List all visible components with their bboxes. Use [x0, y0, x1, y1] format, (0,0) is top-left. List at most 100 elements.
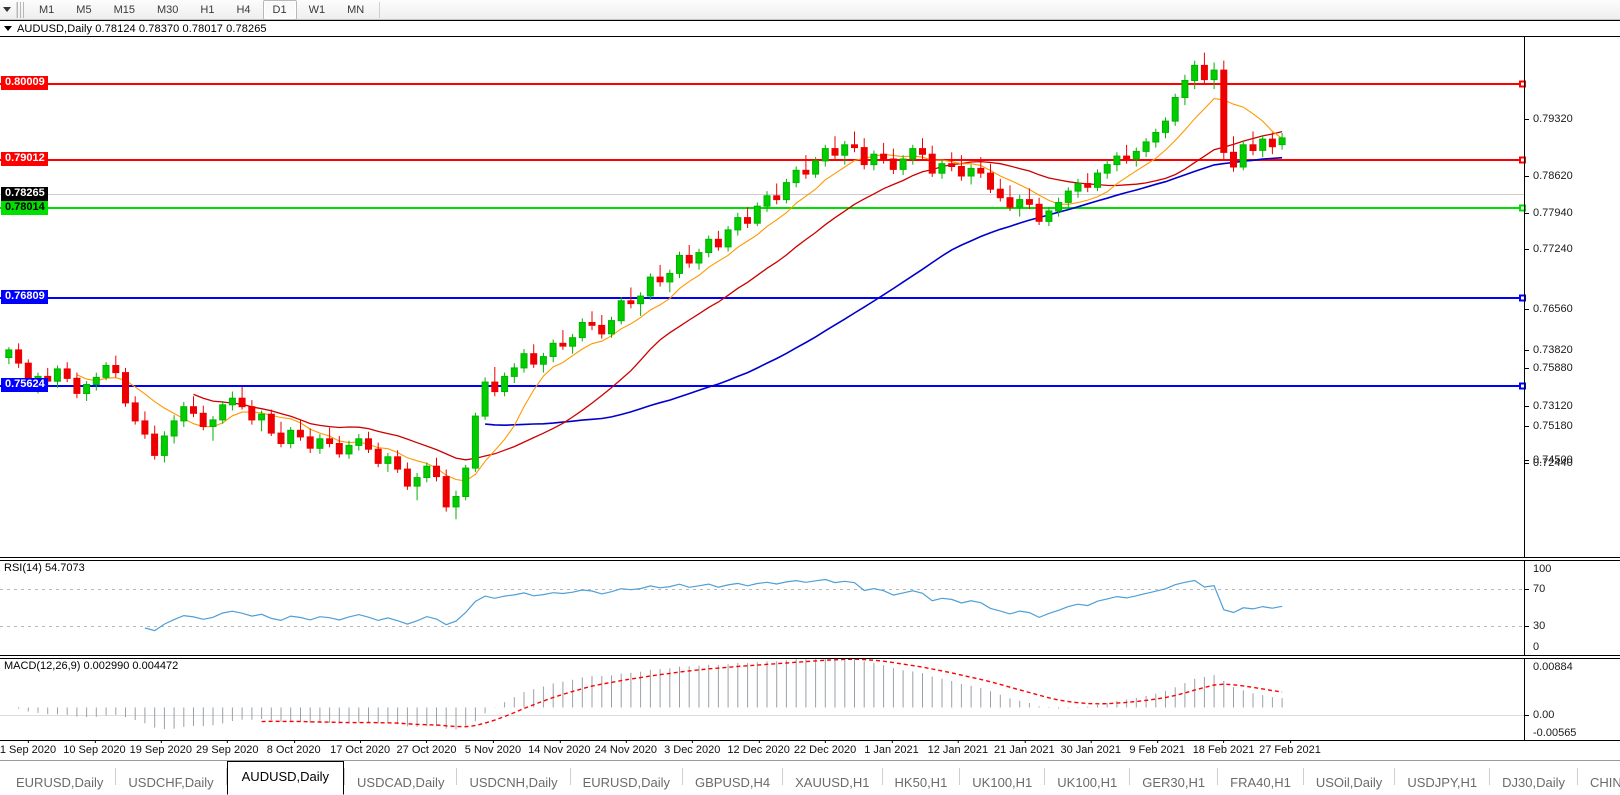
price-tick: 0.74500 [1525, 454, 1573, 466]
macd-zero-line [0, 715, 1525, 716]
timeframe-m15[interactable]: M15 [113, 3, 135, 16]
chart-tab-usdchfdaily[interactable]: USDCHF,Daily [128, 775, 214, 790]
date-tick-label: 12 Jan 2021 [927, 740, 989, 756]
timeframe-m1[interactable]: M1 [39, 3, 55, 16]
chart-tab-xauusdh1[interactable]: XAUUSD,H1 [795, 775, 870, 790]
price-tag-resistance-1[interactable]: 0.80009 [1, 76, 48, 90]
chart-tab-usdcnhdaily[interactable]: USDCNH,Daily [469, 775, 558, 790]
line-handle[interactable] [1519, 382, 1526, 390]
date-axis: 1 Sep 2020 10 Sep 2020 19 Sep 2020 29 Sep 2… [0, 740, 1620, 761]
chart-tab-uk100h1[interactable]: UK100,H1 [1057, 775, 1118, 790]
price-scale-lower[interactable]: 0.73820 0.73120 0.72440 [1525, 37, 1620, 557]
tab-separator [569, 768, 571, 785]
tab-separator [1394, 768, 1396, 785]
top-toolbar: M1 M5 M15 M30 H1 H4 D1 W1 MN [0, 0, 1620, 20]
price-tag-support-1[interactable]: 0.76809 [1, 290, 48, 304]
toolbar-overflow-button[interactable] [0, 0, 14, 20]
chart-tab-fra40h1[interactable]: FRA40,H1 [1230, 775, 1291, 790]
chart-tab-uk100h1[interactable]: UK100,H1 [972, 775, 1033, 790]
chart-tab-usoildaily[interactable]: USOil,Daily [1315, 775, 1383, 790]
price-tick: 0.77240 [1525, 243, 1573, 255]
date-tick-label: 18 Feb 2021 [1192, 740, 1255, 756]
macd-tick: 0.00884 [1533, 661, 1573, 673]
resistance-line-079012[interactable] [0, 156, 1526, 164]
chart-tab-eurusddaily[interactable]: EURUSD,Daily [16, 775, 104, 790]
date-tick-label: 12 Dec 2020 [727, 740, 790, 756]
line-handle[interactable] [1519, 294, 1526, 302]
chart-tab-china300h1[interactable]: CHINA300,H1 [1590, 775, 1620, 790]
date-tick-label: 9 Feb 2021 [1129, 740, 1185, 756]
date-tick-label: 27 Feb 2021 [1259, 740, 1321, 756]
timeframe-m5[interactable]: M5 [76, 3, 92, 16]
line-handle[interactable] [1519, 204, 1526, 212]
chart-tab-eurusddaily[interactable]: EURUSD,Daily [582, 775, 670, 790]
timeframe-h1[interactable]: H1 [200, 3, 215, 16]
last-price-line [0, 194, 1525, 195]
tab-separator [1129, 768, 1131, 785]
toolbar-drag-handle[interactable] [16, 1, 25, 18]
tab-separator [681, 768, 683, 785]
timeframe-w1[interactable]: W1 [308, 3, 326, 16]
rsi-pane[interactable]: RSI(14) 54.7073 100 70 30 0 [0, 560, 1620, 656]
chart-tab-dj30daily[interactable]: DJ30,Daily [1502, 775, 1566, 790]
chart-symbol-ohlc-label: AUDUSD,Daily 0.78124 0.78370 0.78017 0.7… [17, 22, 267, 35]
macd-scale: 0.00884 0.00 -0.00565 [1525, 659, 1620, 740]
macd-plot [18, 659, 1283, 730]
candlestick-plot [5, 52, 1286, 520]
price-pane[interactable]: 0.79320 0.78620 0.77940 0.77240 0.76560 … [0, 36, 1620, 558]
price-tag-current[interactable]: 0.78014 [1, 201, 48, 215]
tab-separator [1217, 768, 1219, 785]
price-scale[interactable]: 0.79320 0.78620 0.77940 0.77240 0.76560 … [1525, 37, 1620, 557]
price-tag-resistance-2[interactable]: 0.79012 [1, 152, 48, 166]
rsi-plot [144, 578, 1283, 632]
chart-tab-gbpusdh4[interactable]: GBPUSD,H4 [694, 775, 771, 790]
chart-menu-caret-icon[interactable] [4, 26, 12, 31]
chart-tabs[interactable]: EURUSD,Daily USDCHF,Daily AUDUSD,Daily USDC… [0, 760, 1620, 795]
chart-tab-usdcaddaily[interactable]: USDCAD,Daily [357, 775, 445, 790]
tab-separator [225, 768, 227, 785]
chart-tab-usdjpyh1[interactable]: USDJPY,H1 [1407, 775, 1478, 790]
chart-area[interactable]: AUDUSD,Daily 0.78124 0.78370 0.78017 0.7… [0, 20, 1620, 761]
timeframe-d1[interactable]: D1 [262, 0, 297, 20]
tab-separator [959, 768, 961, 785]
current-price-line[interactable] [0, 204, 1526, 212]
price-tick: 0.72440 [1525, 457, 1573, 469]
line-handle[interactable] [1519, 80, 1526, 88]
rsi-scale: 100 70 30 0 [1525, 561, 1620, 655]
price-tick: 0.75880 [1525, 362, 1573, 374]
timeframe-m30[interactable]: M30 [156, 3, 179, 16]
date-tick-label: 3 Dec 2020 [664, 740, 721, 756]
date-tick-label: 5 Nov 2020 [464, 740, 522, 756]
tab-separator [456, 768, 458, 785]
resistance-line-080009[interactable] [0, 80, 1526, 88]
timeframe-h4[interactable]: H4 [236, 3, 251, 16]
macd-label: MACD(12,26,9) 0.002990 0.004472 [4, 660, 179, 672]
rsi-tick: 70 [1525, 583, 1545, 595]
price-tag-support-2[interactable]: 0.75624 [1, 378, 48, 392]
chart-tab-audusddaily[interactable]: AUDUSD,Daily [226, 761, 345, 795]
date-tick-label: 8 Oct 2020 [266, 740, 321, 756]
chart-tab-ger30h1[interactable]: GER30,H1 [1142, 775, 1206, 790]
chart-tab-hk50h1[interactable]: HK50,H1 [894, 775, 948, 790]
line-handle[interactable] [1519, 156, 1526, 164]
support-line-075624[interactable] [0, 382, 1526, 390]
tab-separator [1489, 768, 1491, 785]
macd-axis-line [1524, 659, 1525, 740]
date-tick-label: 21 Jan 2021 [994, 740, 1055, 756]
chart-tab-bar[interactable]: EURUSD,Daily USDCHF,Daily AUDUSD,Daily USDC… [0, 760, 1620, 795]
macd-tick: -0.00565 [1533, 727, 1577, 739]
date-tick-label: 14 Nov 2020 [528, 740, 591, 756]
tab-separator [115, 768, 117, 785]
price-tick: 0.75180 [1525, 420, 1573, 432]
date-tick-label: 29 Sep 2020 [196, 740, 259, 756]
macd-pane[interactable]: MACD(12,26,9) 0.002990 0.004472 0.00884 … [0, 658, 1620, 741]
date-tick-label: 30 Jan 2021 [1060, 740, 1122, 756]
date-tick-label: 1 Sep 2020 [0, 740, 57, 756]
price-tick: 0.78620 [1525, 170, 1573, 182]
timeframe-mn[interactable]: MN [347, 3, 365, 16]
rsi-axis-line [1524, 561, 1525, 655]
chevron-down-icon [3, 7, 11, 12]
date-tick-label: 24 Nov 2020 [594, 740, 657, 756]
date-axis-labels: 1 Sep 2020 10 Sep 2020 19 Sep 2020 29 Sep 2… [0, 740, 1525, 760]
support-line-076809[interactable] [0, 294, 1526, 302]
